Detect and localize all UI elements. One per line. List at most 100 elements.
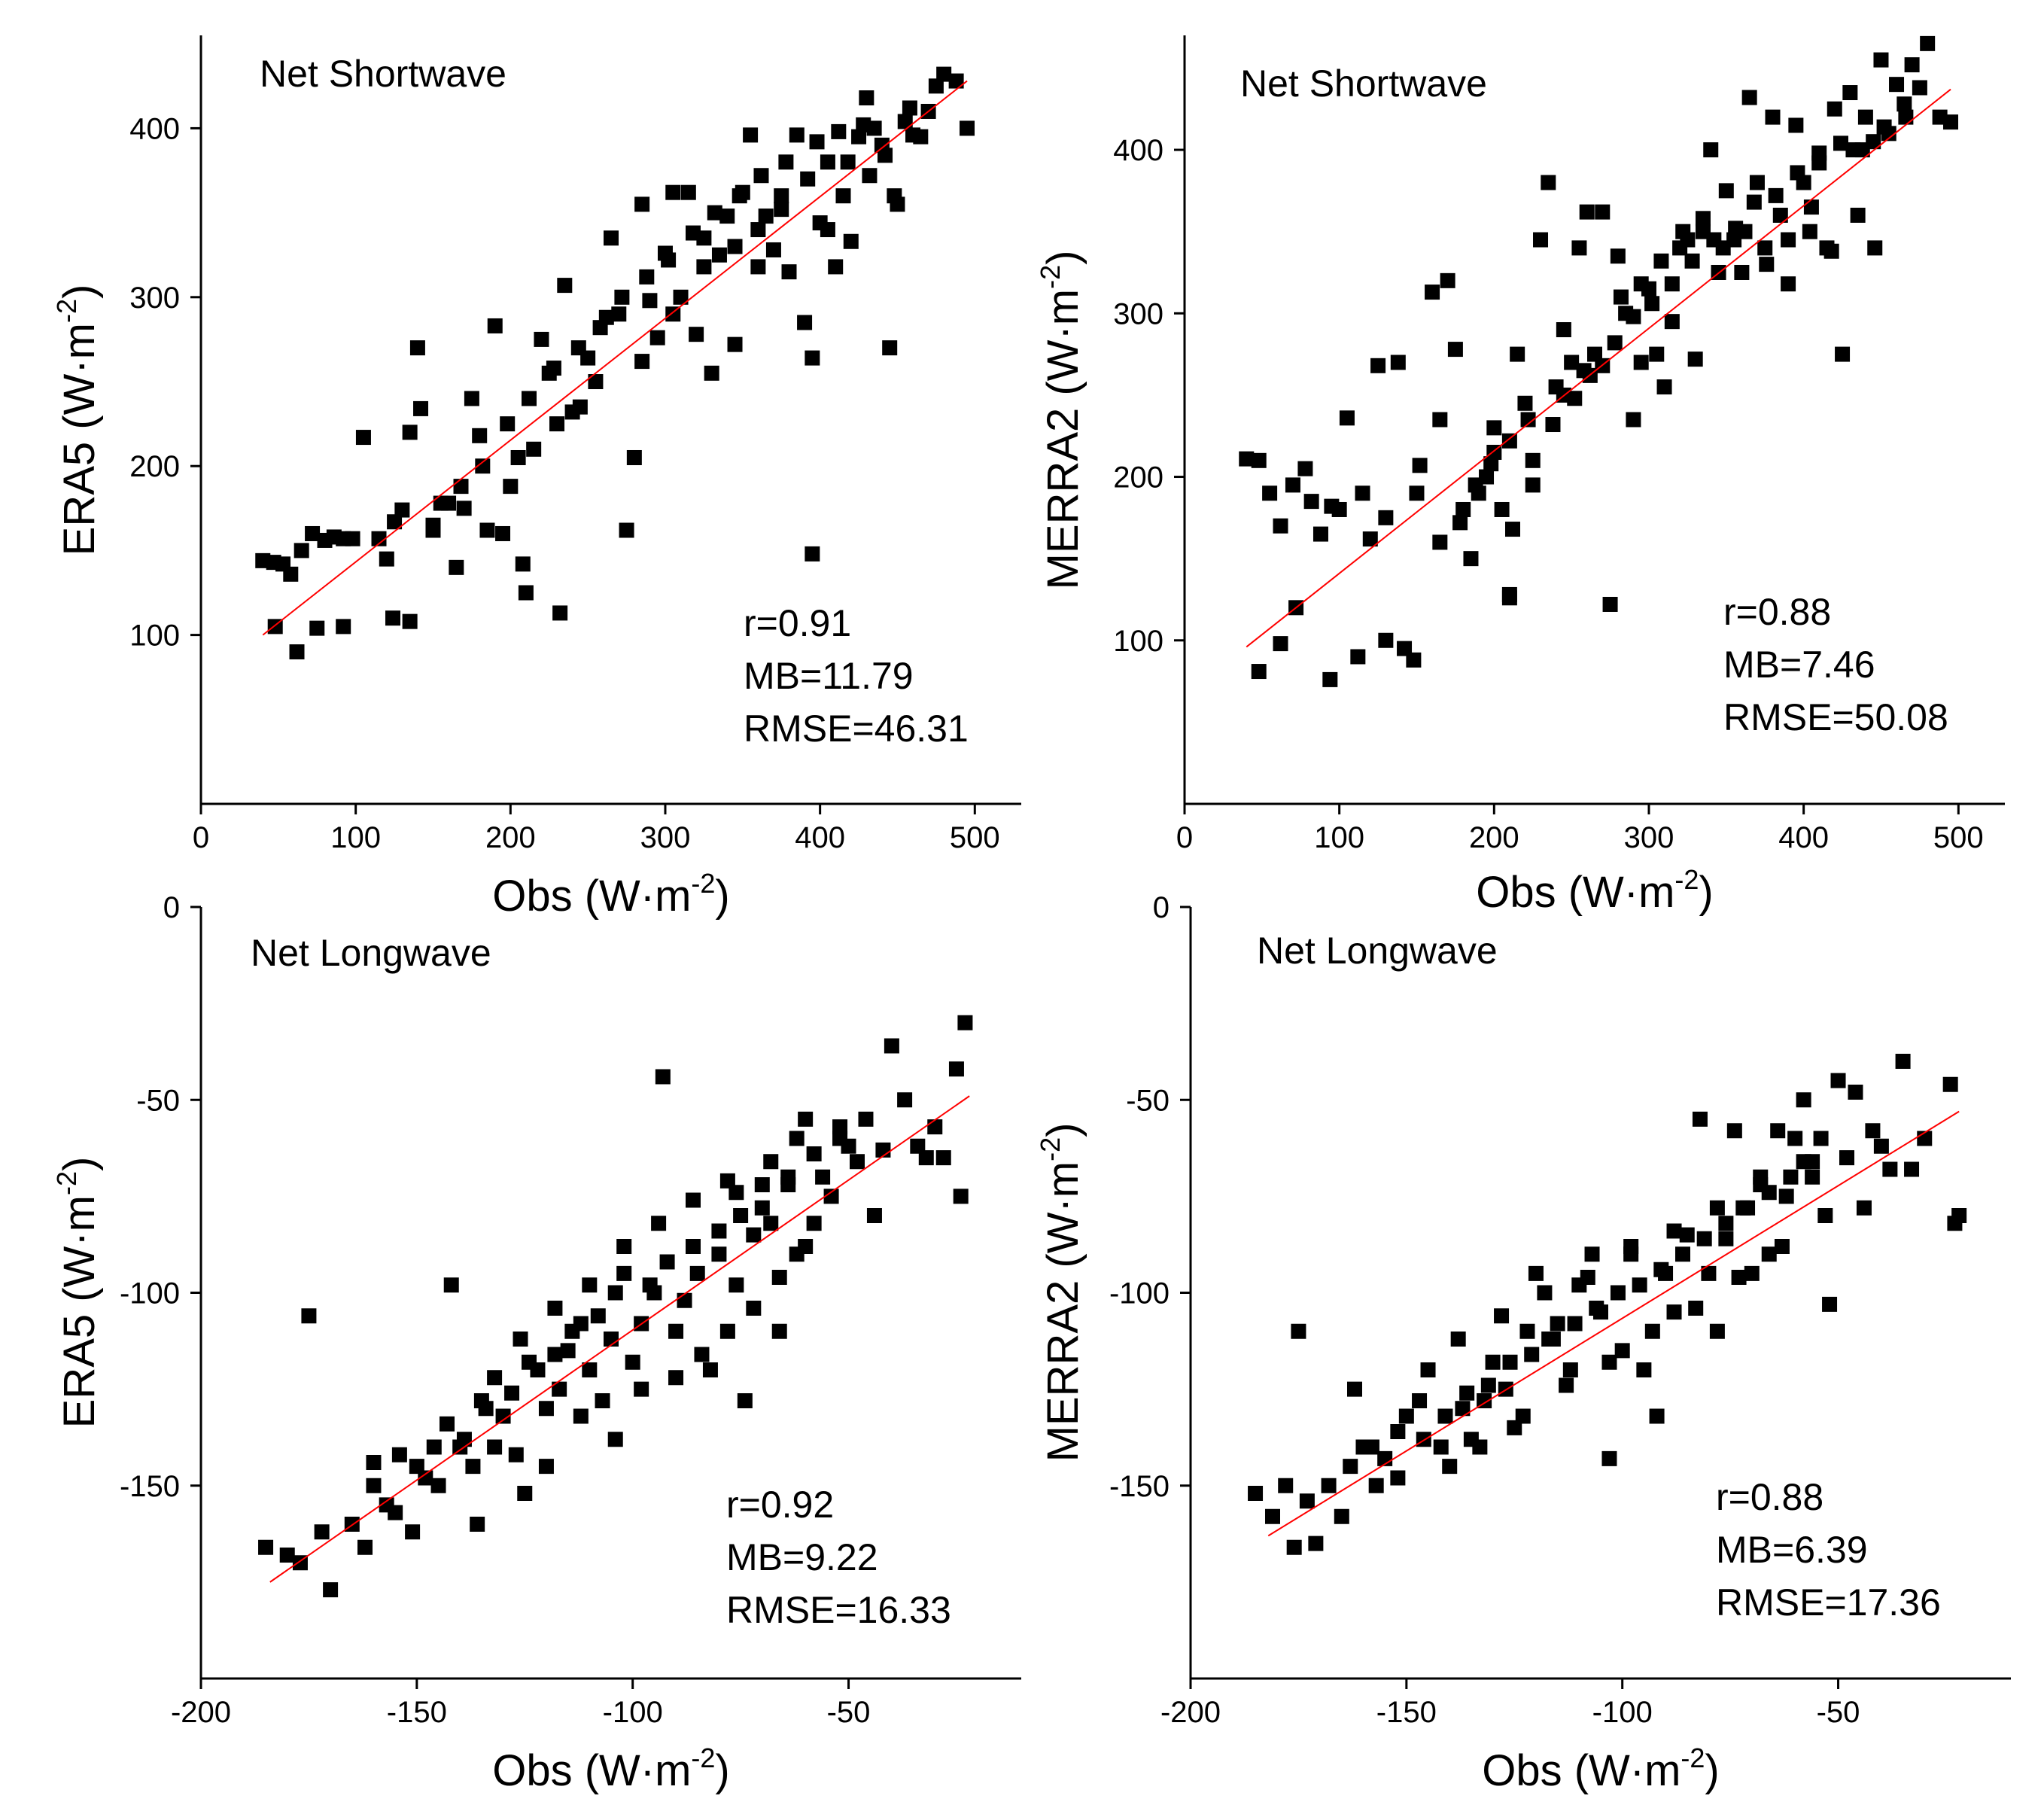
data-point xyxy=(1550,1316,1565,1332)
stat-mb: MB=7.46 xyxy=(1723,644,1875,686)
data-point xyxy=(797,315,813,330)
stat-rmse: RMSE=17.36 xyxy=(1716,1581,1941,1624)
data-point xyxy=(552,1381,567,1397)
data-point xyxy=(642,293,658,309)
panel-longwave-era5: -200 -150 -100 -50 0 -50 -100 -150 Net Longwave… xyxy=(51,891,1021,1795)
data-point xyxy=(479,522,495,538)
y-axis-title: MERRA2 (W·m-2) xyxy=(1035,251,1087,590)
data-point xyxy=(1322,671,1338,687)
data-point xyxy=(1666,1223,1682,1239)
data-point xyxy=(1649,346,1665,362)
data-point xyxy=(1744,1265,1760,1281)
data-point xyxy=(774,202,789,218)
stat-r: r=0.88 xyxy=(1723,591,1831,633)
data-point xyxy=(1835,346,1851,362)
stat-r: r=0.92 xyxy=(726,1484,834,1526)
data-point xyxy=(355,430,371,446)
data-point xyxy=(515,556,531,572)
data-point xyxy=(1248,1486,1264,1501)
data-point xyxy=(897,1092,913,1108)
data-point xyxy=(518,585,534,601)
data-point xyxy=(1649,1408,1665,1424)
panel-longwave-merra2: -200 -150 -100 -50 0 -50 -100 -150 Net Longwave… xyxy=(1035,891,2011,1795)
data-point xyxy=(1501,433,1517,449)
data-point xyxy=(1759,257,1775,272)
data-point xyxy=(1687,352,1703,367)
data-point xyxy=(1898,109,1914,125)
data-point xyxy=(301,1308,317,1324)
data-point xyxy=(570,340,586,356)
data-point xyxy=(778,154,794,170)
data-point xyxy=(1299,1493,1315,1509)
y-axis-title: MERRA2 (W·m-2) xyxy=(1035,1123,1087,1462)
data-point xyxy=(611,306,627,322)
data-point xyxy=(1447,342,1463,358)
data-point xyxy=(582,1362,598,1377)
data-point xyxy=(1839,1150,1854,1166)
fit-line xyxy=(269,1095,970,1583)
data-point xyxy=(323,1582,339,1598)
data-point xyxy=(475,458,491,474)
data-point xyxy=(1734,264,1750,280)
data-point xyxy=(1904,1161,1920,1177)
data-point xyxy=(878,148,893,163)
data-point xyxy=(607,1432,623,1447)
data-point xyxy=(1432,412,1448,428)
data-point xyxy=(680,184,696,200)
data-point xyxy=(686,1239,701,1254)
y-tick-label: 100 xyxy=(1113,625,1163,658)
stat-r: r=0.88 xyxy=(1716,1476,1823,1518)
data-point xyxy=(1297,461,1313,476)
data-point xyxy=(430,1478,446,1493)
data-point xyxy=(918,1150,934,1166)
panel-shortwave-merra2: 0 100 200 300 400 500 100 200 300 400 Net Shortwa… xyxy=(1035,35,2005,917)
data-point xyxy=(634,354,650,370)
data-point xyxy=(1664,276,1680,292)
x-tick-label: 300 xyxy=(1624,821,1674,854)
data-point xyxy=(719,208,735,224)
data-point xyxy=(289,644,305,660)
data-point xyxy=(1684,253,1700,269)
y-tick-label: 300 xyxy=(1113,297,1163,330)
data-point xyxy=(1633,355,1649,370)
data-point xyxy=(1813,1131,1829,1146)
data-point xyxy=(754,1200,770,1216)
data-point xyxy=(1632,1277,1647,1293)
data-point xyxy=(910,1138,926,1154)
data-point xyxy=(1856,1200,1872,1216)
data-point xyxy=(719,1323,735,1339)
y-tick-label: -50 xyxy=(1126,1084,1170,1117)
data-point xyxy=(1331,501,1347,517)
data-point xyxy=(780,1169,796,1185)
data-point xyxy=(517,1486,533,1501)
data-point xyxy=(547,1301,563,1316)
y-tick-label: -100 xyxy=(120,1277,180,1310)
data-point xyxy=(728,1277,744,1293)
data-point xyxy=(294,543,309,558)
data-point xyxy=(732,188,747,204)
data-point xyxy=(798,1239,814,1254)
data-point xyxy=(513,1332,528,1347)
data-point xyxy=(1397,641,1413,656)
data-point xyxy=(1303,494,1319,510)
data-point xyxy=(1334,1508,1349,1524)
x-tick-label: -100 xyxy=(603,1696,663,1729)
data-point xyxy=(1827,101,1842,117)
data-point xyxy=(495,525,511,541)
data-point xyxy=(1718,183,1734,199)
data-point xyxy=(1768,187,1784,203)
data-point xyxy=(283,566,299,582)
data-point xyxy=(1390,1424,1406,1439)
data-point xyxy=(1480,1377,1496,1393)
data-point xyxy=(856,117,871,132)
data-point xyxy=(357,1539,373,1555)
data-point xyxy=(495,1408,511,1424)
data-point xyxy=(805,350,820,366)
data-point xyxy=(1679,1227,1695,1243)
data-point xyxy=(1412,458,1428,473)
data-point xyxy=(1556,322,1571,338)
data-point xyxy=(1823,243,1839,259)
data-point xyxy=(887,188,902,204)
data-point xyxy=(371,531,387,546)
data-point xyxy=(1378,632,1394,648)
